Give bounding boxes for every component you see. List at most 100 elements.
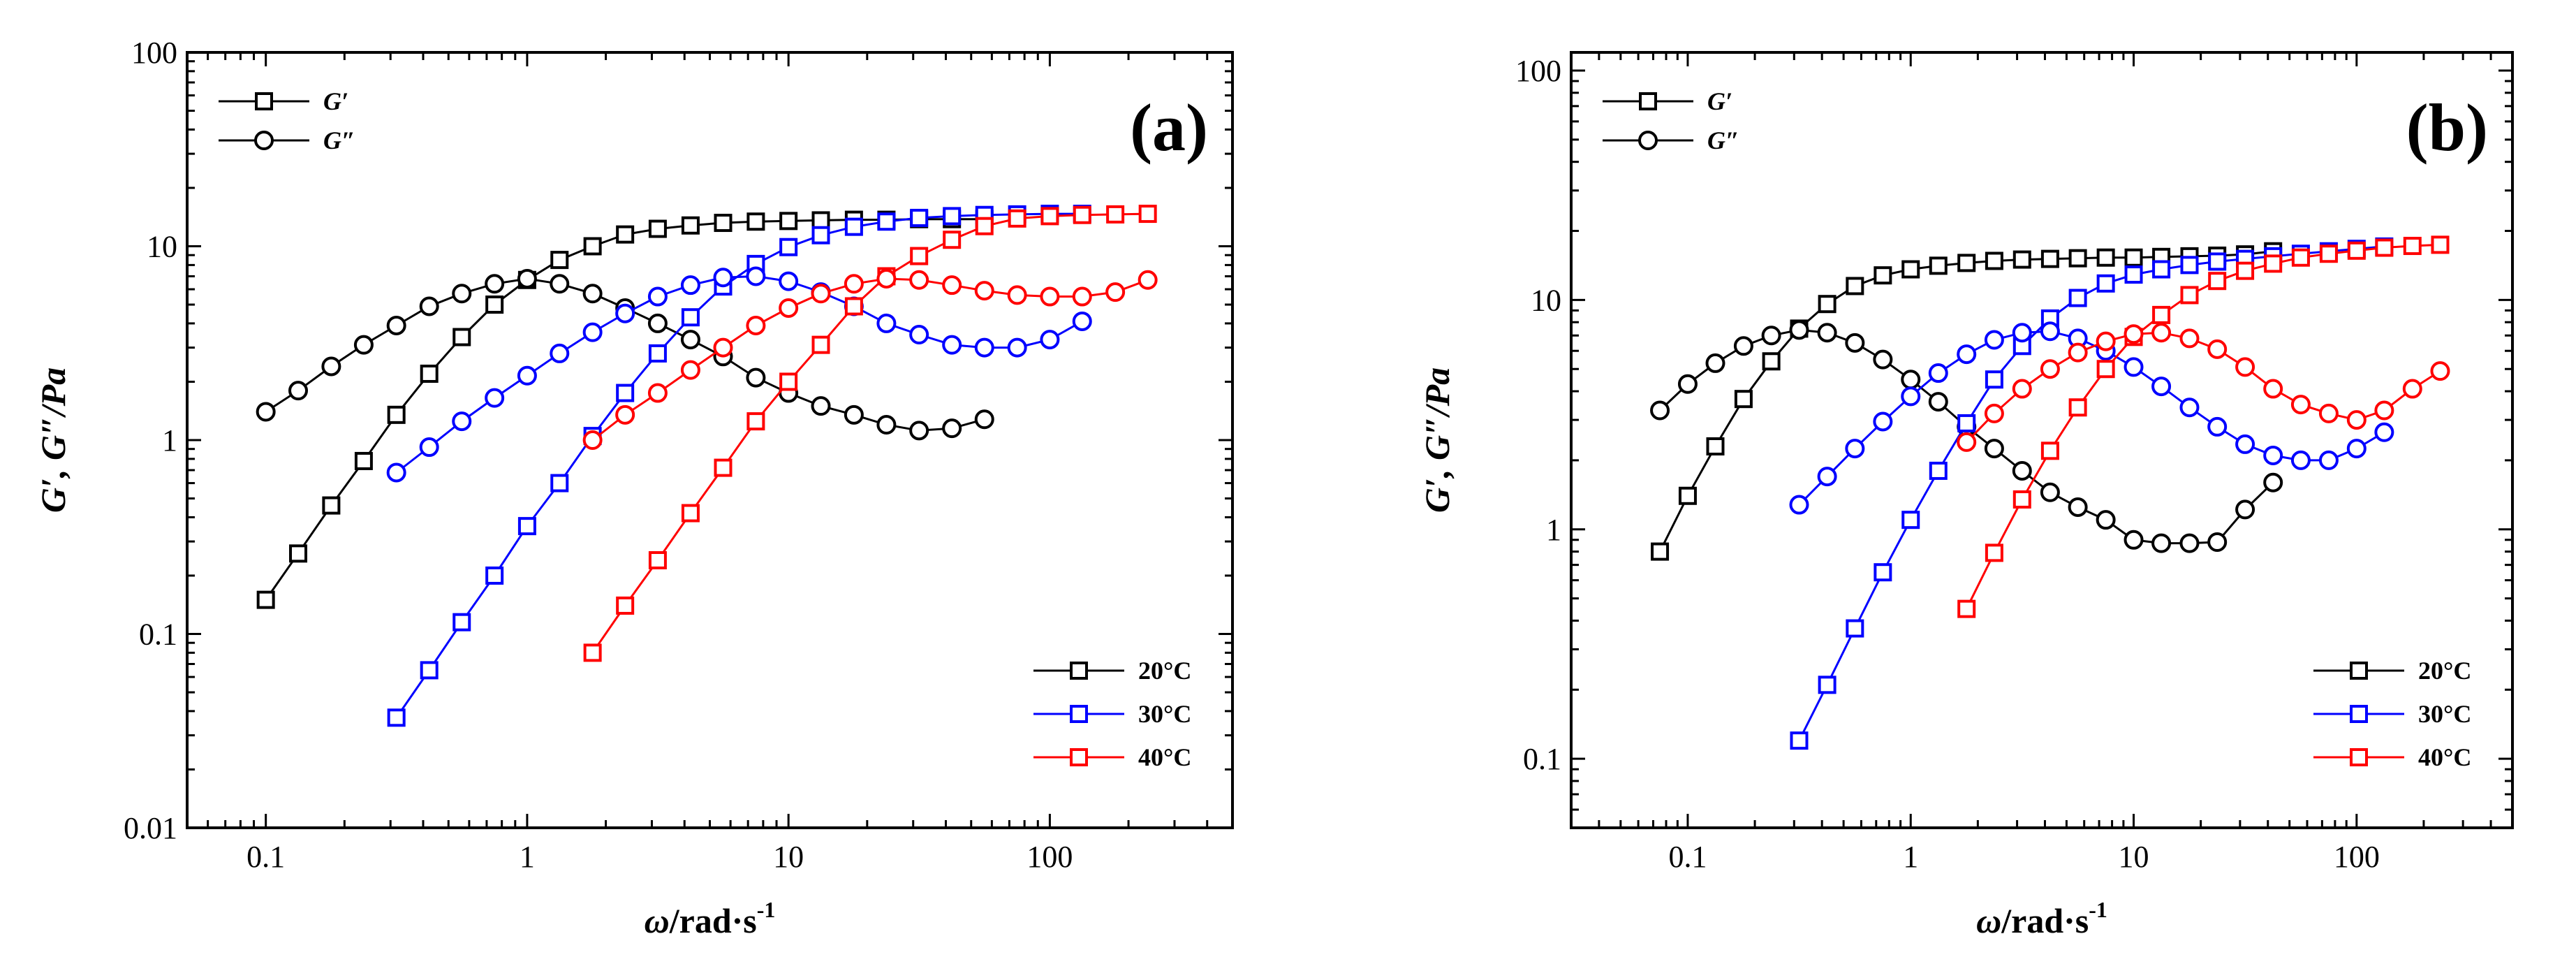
- data-point: [322, 496, 341, 515]
- data-point: [2236, 261, 2255, 280]
- y-tick-label: 0.01: [124, 811, 177, 845]
- data-point: [2012, 490, 2031, 509]
- legend-square-marker: [1070, 662, 1088, 680]
- data-point: [844, 404, 864, 425]
- data-point: [583, 237, 602, 256]
- data-point: [2347, 241, 2366, 260]
- chart-panel-b: 0.1 1 10 100 0.1 1 10 100 ω/rad·s-1 G′, G″/Pa (b) G…: [1418, 51, 2514, 940]
- legend-square-marker: [255, 92, 273, 110]
- data-point: [1984, 403, 2004, 423]
- data-point: [2208, 252, 2227, 271]
- data-point: [452, 328, 471, 346]
- x-tick-label: 100: [2334, 840, 2380, 874]
- legend-square-marker: [1639, 92, 1657, 110]
- data-point: [615, 404, 635, 425]
- series-line: [1965, 243, 2441, 610]
- data-point: [943, 231, 962, 249]
- data-point: [2207, 339, 2228, 359]
- series-storage-2: [1790, 237, 2394, 750]
- data-point: [1677, 374, 1698, 394]
- data-point: [2151, 377, 2172, 397]
- x-tick-label: 100: [1026, 840, 1073, 874]
- data-point: [779, 271, 799, 291]
- data-point: [2179, 328, 2200, 349]
- legend-circle-marker: [254, 131, 274, 150]
- data-point: [2319, 245, 2338, 263]
- x-axis-title-unit: /rad·s: [669, 901, 757, 940]
- data-point: [1985, 251, 2003, 270]
- data-point: [550, 474, 569, 492]
- data-point: [2040, 441, 2059, 460]
- data-point: [909, 270, 929, 290]
- data-point: [354, 451, 373, 470]
- data-point: [2235, 434, 2255, 454]
- data-point: [2346, 410, 2367, 430]
- data-point: [2096, 248, 2115, 267]
- y-tick-label: 10: [147, 230, 177, 264]
- data-point: [386, 462, 406, 483]
- data-point: [2068, 342, 2088, 363]
- data-point: [1817, 323, 1837, 343]
- data-point: [2291, 248, 2310, 267]
- data-point: [2235, 499, 2255, 520]
- data-point: [1790, 731, 1809, 750]
- data-point: [2068, 398, 2087, 417]
- data-point: [746, 315, 766, 335]
- data-point: [2263, 445, 2283, 465]
- data-point: [582, 430, 603, 450]
- data-point: [1040, 207, 1059, 226]
- data-point: [648, 344, 667, 363]
- data-point: [2151, 533, 2172, 553]
- data-point: [615, 303, 635, 323]
- data-point: [844, 297, 863, 316]
- data-point: [2068, 249, 2087, 268]
- data-point: [452, 613, 471, 632]
- data-point: [2124, 265, 2143, 284]
- data-point: [779, 372, 798, 391]
- data-point: [419, 437, 439, 458]
- data-point: [1928, 392, 1948, 412]
- panel-label: (a): [1130, 90, 1208, 165]
- data-point: [1928, 363, 1948, 384]
- x-axis-title-symbol: ω: [645, 901, 670, 940]
- data-point: [1984, 330, 2004, 350]
- data-point: [2151, 323, 2172, 343]
- data-point: [1845, 439, 1865, 459]
- data-point: [1901, 370, 1921, 390]
- data-point: [877, 212, 896, 231]
- legend-square-marker: [2350, 662, 2368, 680]
- plot-frame: [1570, 51, 2514, 829]
- data-point: [779, 212, 798, 231]
- y-tick-label: 1: [162, 423, 177, 458]
- data-point: [2430, 361, 2450, 381]
- data-point: [2402, 379, 2422, 399]
- legend-label: G′: [1707, 87, 1732, 115]
- data-point: [1733, 336, 1753, 356]
- data-point: [2374, 422, 2394, 442]
- series-loss-5: [582, 268, 1158, 450]
- x-axis-title-exponent: -1: [757, 897, 776, 922]
- data-point: [647, 383, 668, 403]
- data-point: [517, 517, 536, 536]
- data-point: [1651, 542, 1670, 561]
- y-axis-title: G′, G″/Pa: [1418, 367, 1457, 513]
- legend-label: 40°C: [1138, 743, 1191, 771]
- data-point: [485, 388, 505, 408]
- series-loss-3: [386, 266, 1092, 483]
- data-point: [1874, 563, 1892, 582]
- data-point: [1007, 285, 1027, 305]
- y-tick-label: 0.1: [139, 618, 177, 652]
- x-tick-label: 0.1: [1668, 840, 1707, 874]
- data-point: [288, 381, 309, 401]
- data-point: [2124, 324, 2144, 344]
- data-point: [746, 266, 766, 286]
- data-point: [321, 356, 341, 377]
- legend-square-marker: [2350, 748, 2368, 766]
- legend-label: 30°C: [1138, 700, 1191, 728]
- data-point: [1985, 370, 2003, 389]
- data-point: [1929, 461, 1948, 480]
- data-point: [1072, 311, 1092, 331]
- data-point: [1073, 205, 1091, 224]
- data-point: [1845, 333, 1865, 353]
